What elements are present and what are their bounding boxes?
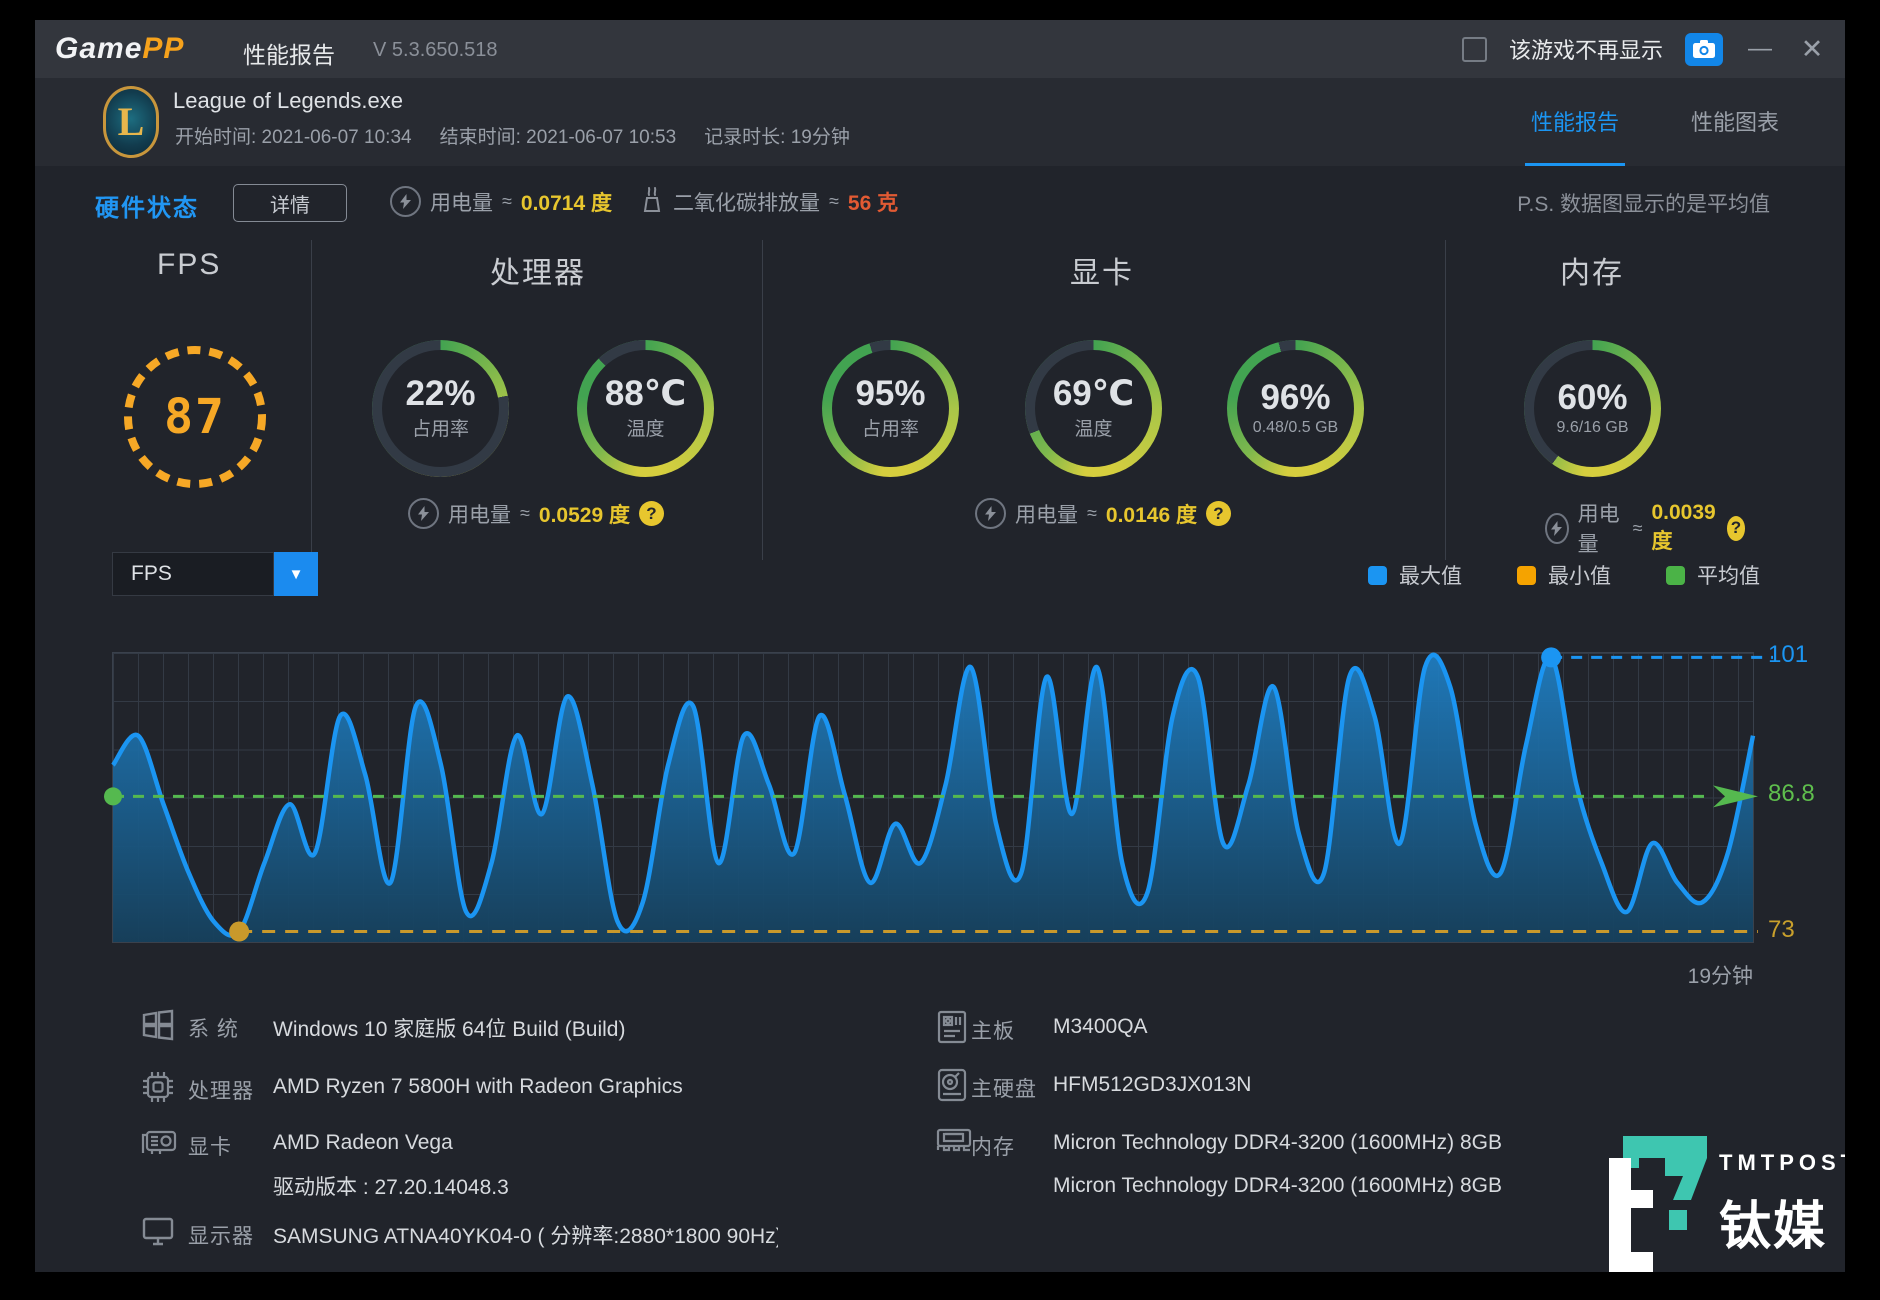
co2-emission: 二氧化碳排放量 ≈ 56 克 — [640, 186, 898, 217]
fps-group-title: FPS — [157, 248, 222, 281]
total-power-usage: 用电量 ≈ 0.0714 度 — [390, 186, 612, 217]
power-icon — [390, 186, 421, 217]
gpu-group-title: 显卡 — [1070, 257, 1134, 290]
fps-area-chart: 101 86.8 73 19分钟 — [104, 641, 1815, 988]
dont-show-label: 该游戏不再显示 — [1508, 38, 1663, 63]
co2-icon — [640, 186, 664, 217]
monitor-icon — [140, 1214, 176, 1253]
divider — [1445, 240, 1446, 560]
metric-dropdown-caret[interactable]: ▼ — [274, 552, 318, 596]
fps-value: 87 — [164, 389, 226, 445]
avg-swatch-icon — [1666, 565, 1685, 585]
x-axis-duration-label: 19分钟 — [1687, 965, 1753, 988]
vram-usage-gauge: 96% 0.48/0.5 GB — [1227, 340, 1364, 477]
minimize-button[interactable]: — — [1748, 35, 1772, 62]
disk-icon — [935, 1067, 969, 1108]
cpu-temp-gauge: 88℃ 温度 — [577, 340, 714, 477]
cpu-group-title: 处理器 — [490, 257, 586, 290]
tmtpost-watermark: TMTPOST 钛媒体 — [1587, 1128, 1845, 1272]
power-icon — [408, 498, 440, 529]
end-time: 结束时间: 2021-06-07 10:53 — [439, 127, 677, 148]
watermark-cn: 钛媒体 — [1719, 1198, 1828, 1256]
session-times: 开始时间: 2021-06-07 10:34 结束时间: 2021-06-07 … — [175, 122, 850, 149]
tab-performance-report[interactable]: 性能报告 — [1524, 78, 1625, 166]
gamepp-window: GamePP 性能报告 V 5.3.650.518 该游戏不再显示 — ✕ L … — [35, 20, 1845, 1272]
gamepp-logo: GamePP — [55, 32, 185, 65]
cpu-power-usage: 用电量 ≈ 0.0529 度 ? — [408, 498, 664, 529]
title-bar: GamePP 性能报告 V 5.3.650.518 该游戏不再显示 — ✕ — [35, 20, 1845, 78]
tab-performance-chart[interactable]: 性能图表 — [1690, 109, 1779, 135]
watermark-brand: TMTPOST — [1719, 1150, 1845, 1175]
legend-min[interactable]: 最小值 — [1517, 560, 1611, 590]
min-axis-label: 73 — [1768, 915, 1795, 943]
gpu-temp-gauge: 69℃ 温度 — [1025, 340, 1162, 477]
window-title: 性能报告 — [243, 42, 335, 68]
cpu-icon — [140, 1069, 176, 1110]
chevron-down-icon: ▼ — [288, 565, 304, 583]
detail-button[interactable]: 详情 — [233, 184, 347, 222]
metric-dropdown[interactable]: FPS — [112, 552, 274, 596]
version-label: V 5.3.650.518 — [373, 39, 498, 61]
help-icon[interactable]: ? — [1726, 515, 1745, 541]
legend-max[interactable]: 最大值 — [1368, 560, 1462, 590]
help-icon[interactable]: ? — [1205, 501, 1231, 526]
record-duration: 记录时长: 19分钟 — [704, 127, 850, 148]
fps-curve — [104, 647, 1773, 942]
start-time: 开始时间: 2021-06-07 10:34 — [175, 127, 412, 148]
divider — [311, 240, 312, 560]
gpu-power-usage: 用电量 ≈ 0.0146 度 ? — [975, 498, 1231, 529]
close-button[interactable]: ✕ — [1800, 33, 1824, 64]
tab-bar: 性能报告 性能图表 — [1524, 78, 1785, 166]
ram-power-usage: 用电量 ≈ 0.0039 度 ? — [1545, 498, 1745, 558]
divider — [762, 240, 763, 560]
ps-note: P.S. 数据图显示的是平均值 — [1517, 193, 1770, 216]
gpu-icon — [140, 1125, 178, 1164]
fps-gauge: 87 — [120, 342, 270, 492]
help-icon[interactable]: ? — [638, 501, 664, 526]
sysinfo-gpu-driver-row: 驱动版本 : 27.20.14048.3 — [273, 1176, 509, 1199]
ram-group-title: 内存 — [1560, 257, 1624, 290]
game-icon: L — [103, 86, 159, 158]
legend-avg[interactable]: 平均值 — [1666, 560, 1760, 590]
camera-icon — [1693, 40, 1715, 58]
ram-usage-gauge: 60% 9.6/16 GB — [1524, 340, 1661, 477]
min-swatch-icon — [1517, 565, 1536, 585]
hardware-status-title: 硬件状态 — [95, 195, 199, 222]
power-value: 0.0714 度 — [520, 191, 612, 215]
fps-dashed-circle-icon — [124, 346, 266, 488]
gpu-usage-gauge: 95% 占用率 — [822, 340, 959, 477]
game-exe-name: League of Legends.exe — [173, 88, 403, 113]
co2-value: 56 克 — [847, 191, 899, 215]
power-icon — [1545, 512, 1569, 544]
max-swatch-icon — [1368, 565, 1387, 585]
windows-icon — [140, 1007, 176, 1048]
tmtpost-logo-icon — [1609, 1136, 1707, 1272]
dont-show-checkbox[interactable] — [1461, 36, 1487, 62]
max-axis-label: 101 — [1768, 641, 1809, 669]
avg-axis-label: 86.8 — [1768, 780, 1815, 808]
chart-legend: 最大值 最小值 平均值 — [1368, 560, 1760, 590]
screenshot-camera-button[interactable] — [1685, 32, 1723, 66]
power-icon — [975, 498, 1007, 529]
sysinfo-ram2-row: Micron Technology DDR4-3200 (1600MHz) 8G… — [1053, 1174, 1502, 1197]
session-header: L League of Legends.exe 开始时间: 2021-06-07… — [35, 78, 1845, 166]
ram-icon — [935, 1125, 973, 1160]
hardware-status-row: 硬件状态 详情 用电量 ≈ 0.0714 度 二氧化碳排放量 ≈ 56 克 P.… — [35, 166, 1845, 232]
cpu-usage-gauge: 22% 占用率 — [372, 340, 509, 477]
motherboard-icon — [935, 1009, 969, 1050]
